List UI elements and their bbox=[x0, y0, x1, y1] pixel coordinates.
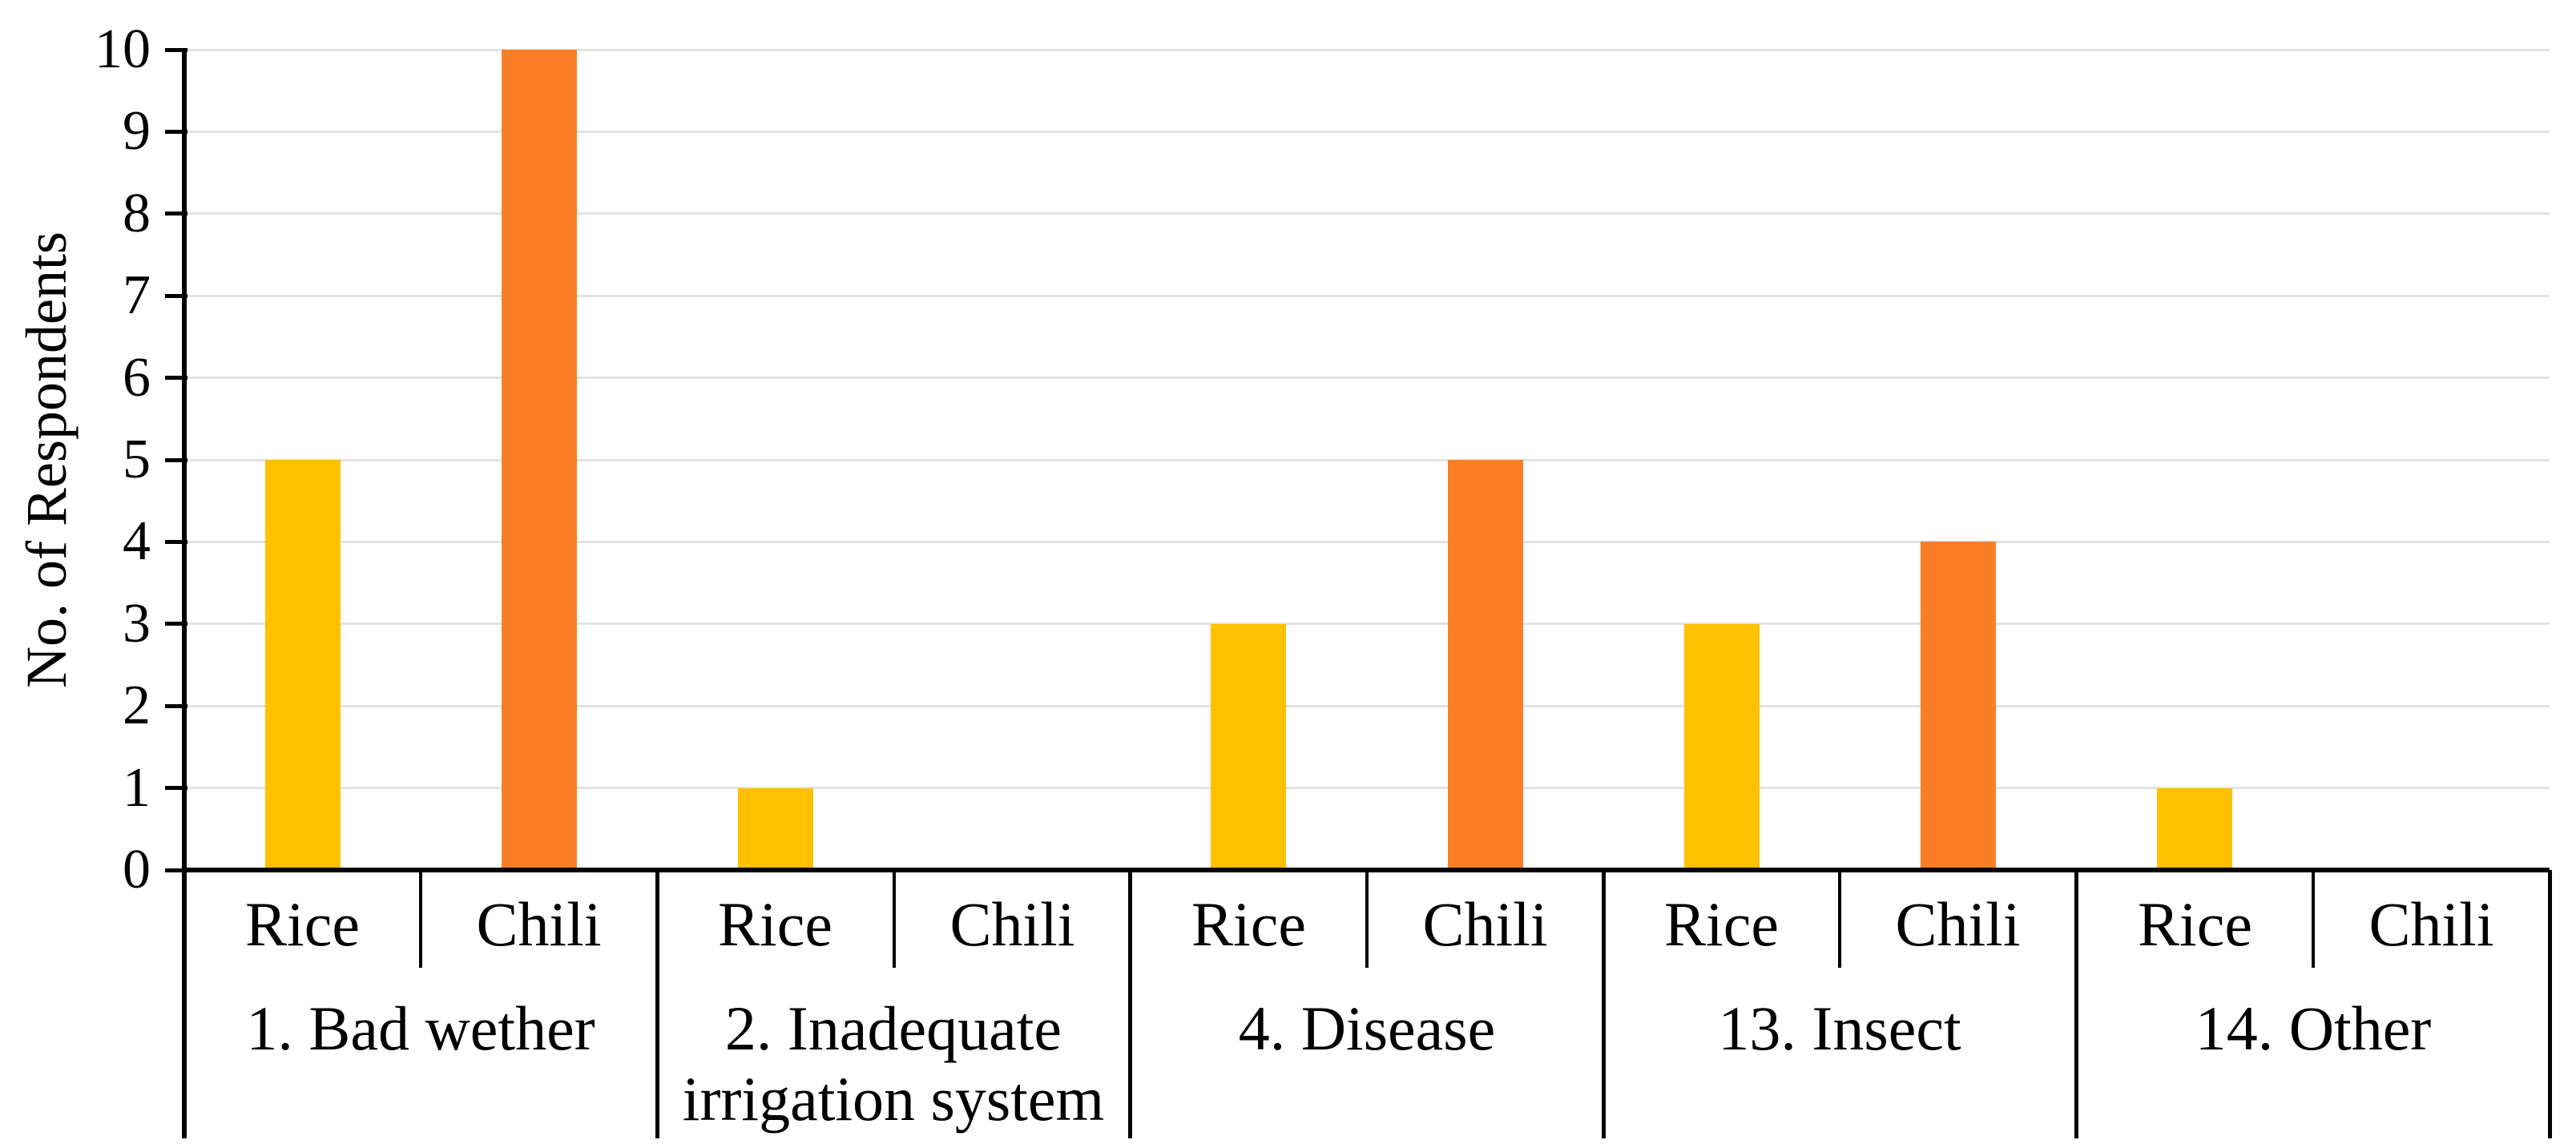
sub-category-label: Chili bbox=[1895, 889, 2021, 959]
sub-category-label: Rice bbox=[1664, 889, 1779, 959]
y-axis-line bbox=[182, 48, 187, 1138]
gridline bbox=[184, 377, 2550, 379]
group-label: 1. Bad wether bbox=[246, 993, 595, 1063]
group-label: 14. Other bbox=[2195, 993, 2432, 1063]
sub-category-label: Rice bbox=[718, 889, 832, 959]
group-separator bbox=[2074, 870, 2078, 1138]
y-tick-label: 1 bbox=[123, 757, 151, 819]
gridline bbox=[184, 131, 2550, 133]
bar-chili bbox=[1921, 542, 1996, 870]
y-tick-label: 9 bbox=[123, 100, 151, 162]
gridline bbox=[184, 787, 2550, 789]
y-tick-label: 3 bbox=[123, 593, 151, 655]
sub-category-label: Chili bbox=[1422, 889, 1548, 959]
sub-category-label: Chili bbox=[949, 889, 1075, 959]
y-tick bbox=[165, 130, 187, 134]
gridline bbox=[184, 295, 2550, 297]
y-tick bbox=[165, 48, 187, 52]
y-tick-label: 7 bbox=[123, 264, 151, 326]
y-tick bbox=[165, 458, 187, 462]
sub-category-label: Rice bbox=[1191, 889, 1306, 959]
y-tick bbox=[165, 376, 187, 380]
sub-category-separator bbox=[1365, 870, 1369, 968]
sub-category-separator bbox=[1838, 870, 1841, 968]
group-separator bbox=[1602, 870, 1606, 1138]
sub-category-label: Chili bbox=[476, 889, 602, 959]
bar-rice bbox=[1211, 624, 1286, 870]
y-tick bbox=[165, 868, 187, 872]
y-tick-label: 4 bbox=[123, 510, 151, 572]
sub-category-label: Rice bbox=[245, 889, 360, 959]
bar-rice bbox=[2157, 788, 2232, 870]
sub-category-separator bbox=[2312, 870, 2315, 968]
y-tick bbox=[165, 786, 187, 790]
gridline bbox=[184, 622, 2550, 625]
sub-category-label: Chili bbox=[2368, 889, 2494, 959]
bar-chili bbox=[502, 50, 577, 870]
y-tick-label: 2 bbox=[123, 675, 151, 736]
bar-chili bbox=[1448, 460, 1523, 870]
y-tick-label: 10 bbox=[95, 18, 151, 80]
y-tick bbox=[165, 622, 187, 626]
group-label: 13. Insect bbox=[1718, 993, 1961, 1063]
group-label: 2. Inadequate irrigation system bbox=[682, 993, 1105, 1134]
group-separator bbox=[2548, 870, 2552, 1138]
bar-rice bbox=[265, 460, 341, 870]
sub-category-separator bbox=[419, 870, 422, 968]
bar-rice bbox=[1684, 624, 1760, 870]
y-tick bbox=[165, 211, 187, 216]
group-separator bbox=[655, 870, 659, 1138]
gridline bbox=[184, 49, 2550, 51]
y-tick-label: 0 bbox=[123, 839, 151, 900]
y-tick bbox=[165, 540, 187, 544]
y-tick-label: 8 bbox=[123, 183, 151, 244]
gridline bbox=[184, 541, 2550, 543]
sub-category-label: Rice bbox=[2138, 889, 2252, 959]
y-tick-label: 6 bbox=[123, 347, 151, 409]
gridline bbox=[184, 705, 2550, 707]
group-separator bbox=[1128, 870, 1132, 1138]
bar-rice bbox=[738, 788, 813, 870]
sub-category-separator bbox=[893, 870, 896, 968]
group-label: 4. Disease bbox=[1238, 993, 1496, 1063]
y-tick bbox=[165, 294, 187, 298]
gridline bbox=[184, 212, 2550, 215]
gridline bbox=[184, 459, 2550, 461]
y-tick bbox=[165, 704, 187, 708]
y-tick-label: 5 bbox=[123, 429, 151, 490]
